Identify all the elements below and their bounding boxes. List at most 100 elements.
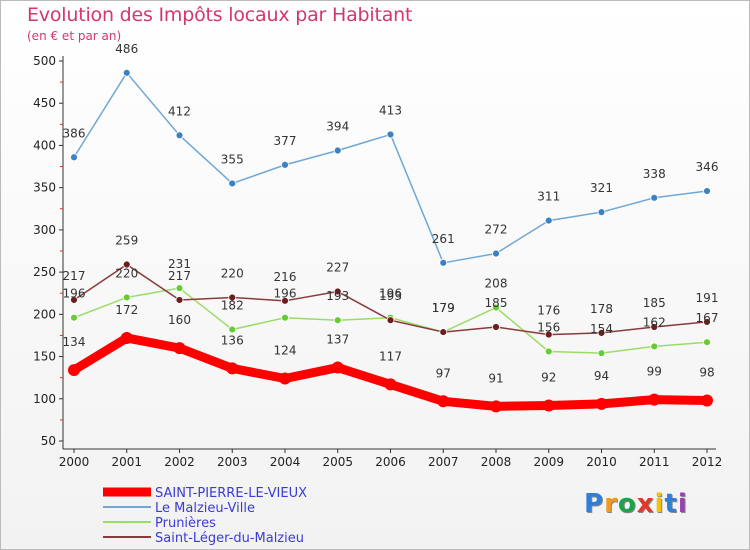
data-point xyxy=(544,216,553,225)
data-point xyxy=(490,400,502,413)
data-label: 216 xyxy=(274,270,297,284)
data-point xyxy=(544,330,553,339)
data-point xyxy=(437,395,450,408)
data-point xyxy=(333,146,342,155)
data-label: 156 xyxy=(537,320,560,334)
data-point xyxy=(439,258,448,267)
logo-letter: i xyxy=(654,489,665,519)
data-label: 220 xyxy=(221,266,244,280)
chart-title: Evolution des Impôts locaux par Habitant xyxy=(27,4,413,26)
data-label: 176 xyxy=(537,304,560,318)
data-label: 196 xyxy=(379,287,402,301)
y-tick-label: 300 xyxy=(33,223,56,237)
data-point xyxy=(226,362,239,375)
data-label: 196 xyxy=(63,287,86,301)
data-label: 412 xyxy=(168,104,191,118)
x-tick-label: 2012 xyxy=(692,455,723,469)
data-label: 227 xyxy=(326,261,349,275)
data-label: 217 xyxy=(168,269,191,283)
logo-letter: r xyxy=(604,489,618,519)
data-point xyxy=(281,296,289,305)
data-label: 154 xyxy=(590,322,613,336)
series-line xyxy=(69,333,712,411)
data-label: 486 xyxy=(115,42,138,56)
legend-label: Prunières xyxy=(155,516,216,531)
data-point xyxy=(175,284,184,293)
data-point xyxy=(70,153,78,162)
data-label: 97 xyxy=(436,366,451,380)
data-point xyxy=(492,323,500,331)
x-tick-label: 2002 xyxy=(164,455,195,469)
data-label: 179 xyxy=(432,301,455,315)
x-tick-label: 2001 xyxy=(111,455,142,469)
data-point xyxy=(70,296,78,304)
legend-label: Le Malzieu-Ville xyxy=(155,501,255,516)
data-point xyxy=(703,338,711,347)
data-label: 193 xyxy=(379,289,402,303)
data-point xyxy=(175,131,184,140)
data-label: 134 xyxy=(63,335,86,349)
data-label: 386 xyxy=(63,126,86,140)
x-tick-label: 2009 xyxy=(533,455,564,469)
data-label: 99 xyxy=(647,365,662,379)
data-label: 178 xyxy=(590,302,613,316)
data-label: 259 xyxy=(115,234,138,248)
data-label: 191 xyxy=(696,291,719,305)
data-label: 377 xyxy=(274,134,297,148)
x-tick-label: 2011 xyxy=(639,455,670,469)
legend-label: SAINT-PIERRE-LE-VIEUX xyxy=(155,486,307,501)
data-label: 231 xyxy=(168,257,191,271)
y-tick-label: 50 xyxy=(41,434,56,448)
data-label: 346 xyxy=(696,160,719,174)
data-point xyxy=(384,378,397,391)
data-label: 92 xyxy=(541,371,556,385)
series-0 xyxy=(68,331,713,413)
data-point xyxy=(333,316,342,325)
data-point xyxy=(228,325,237,334)
data-label: 413 xyxy=(379,103,402,117)
legend-label: Saint-Léger-du-Malzieu xyxy=(155,531,304,546)
data-point xyxy=(650,193,659,202)
logo-letter: P xyxy=(584,489,605,519)
series-3 xyxy=(70,260,711,339)
series-1 xyxy=(70,68,711,267)
x-tick-label: 2003 xyxy=(217,455,248,469)
logo-letter: x xyxy=(636,489,655,519)
data-label: 185 xyxy=(643,296,666,310)
data-point xyxy=(279,372,291,385)
chart-subtitle: (en € et par an) xyxy=(27,29,122,43)
data-label: 217 xyxy=(63,269,86,283)
data-label: 117 xyxy=(379,349,402,363)
data-point xyxy=(281,160,289,169)
data-label: 338 xyxy=(643,167,666,181)
data-label: 182 xyxy=(221,299,244,313)
x-tick-label: 2010 xyxy=(586,455,617,469)
data-label: 272 xyxy=(485,223,508,237)
data-label: 137 xyxy=(326,333,349,347)
y-tick-label: 400 xyxy=(33,138,56,152)
data-point xyxy=(650,323,659,331)
data-point xyxy=(648,393,661,406)
data-label: 172 xyxy=(115,303,138,317)
data-point xyxy=(68,364,80,377)
data-label: 94 xyxy=(594,369,609,383)
logo-letter: t xyxy=(664,489,678,519)
data-label: 321 xyxy=(590,181,613,195)
data-label: 355 xyxy=(221,152,244,166)
x-tick-label: 2000 xyxy=(59,455,90,469)
data-point xyxy=(703,318,711,326)
data-label: 179 xyxy=(432,301,455,315)
data-label: 185 xyxy=(485,296,508,310)
data-point xyxy=(70,313,78,322)
data-label: 160 xyxy=(168,313,191,327)
data-point xyxy=(597,329,606,337)
x-tick-label: 2006 xyxy=(375,455,406,469)
data-point xyxy=(333,287,342,296)
y-tick-label: 150 xyxy=(33,350,56,364)
data-label: 311 xyxy=(537,190,560,204)
y-tick-label: 250 xyxy=(33,265,56,279)
data-point xyxy=(542,399,555,412)
data-label: 136 xyxy=(221,333,244,347)
x-tick-label: 2007 xyxy=(428,455,459,469)
